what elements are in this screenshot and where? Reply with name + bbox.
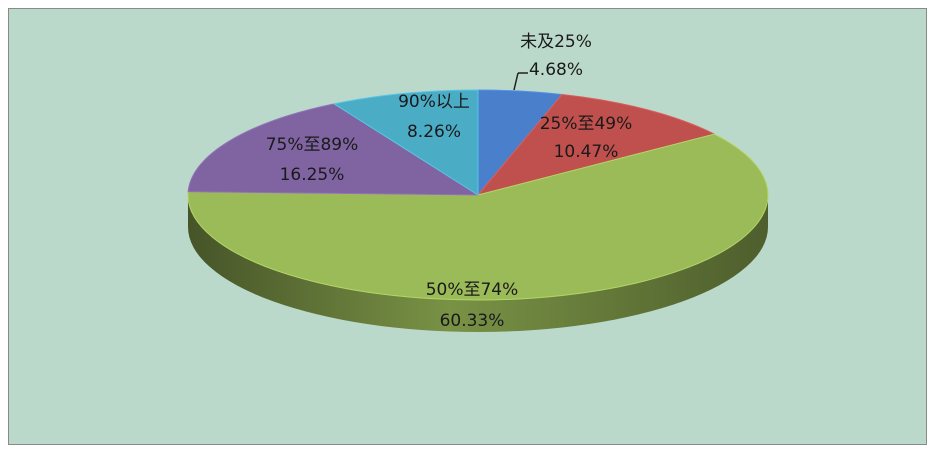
- pie-side-slice-2: [188, 195, 768, 332]
- slice-value-2: 60.33%: [440, 311, 505, 331]
- pie-slice-4: [332, 89, 479, 196]
- slice-label-4: 90%以上: [398, 92, 470, 112]
- slice-value-0: 4.68%: [529, 60, 583, 80]
- pie-tops: [187, 89, 769, 301]
- slice-label-2: 50%至74%: [426, 280, 519, 300]
- slice-label-0: 未及25%: [520, 32, 592, 52]
- pie-sides: [188, 195, 768, 332]
- slice-value-1: 10.47%: [554, 142, 619, 162]
- slice-label-1: 25%至49%: [540, 114, 633, 134]
- pie-slice-2: [187, 133, 769, 301]
- slice-value-3: 16.25%: [280, 165, 345, 185]
- pie-labels: 未及25% 4.68% 25%至49% 10.47% 50%至74% 60.33…: [266, 32, 633, 331]
- leader-line-slice-0: [513, 72, 519, 91]
- pie-slice-3: [187, 103, 480, 196]
- pie-slice-1: [476, 93, 716, 196]
- slice-value-4: 8.26%: [407, 122, 461, 142]
- slice-label-3: 75%至89%: [266, 135, 359, 155]
